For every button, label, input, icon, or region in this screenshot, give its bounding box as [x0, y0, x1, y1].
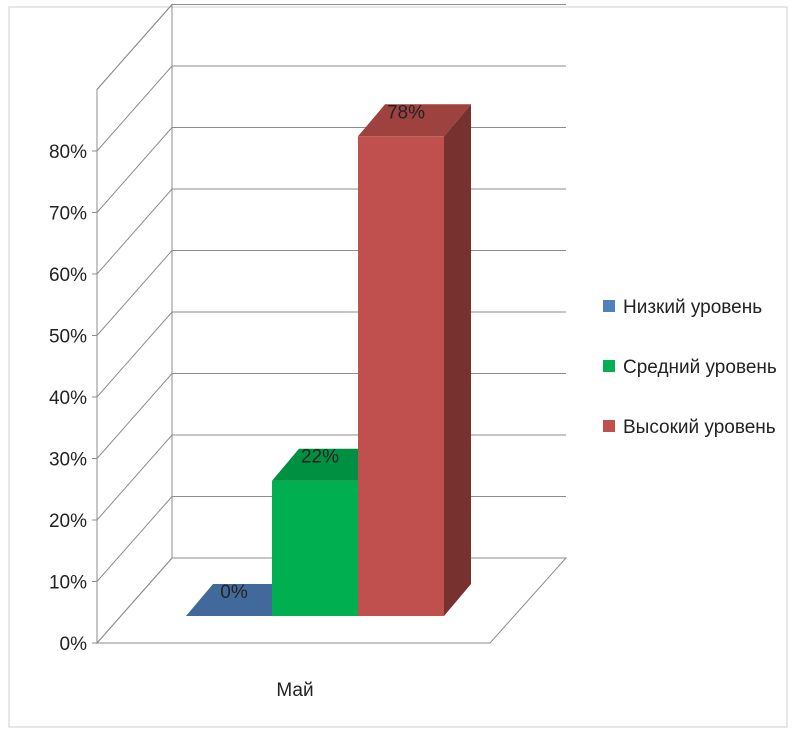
bar-top-face — [358, 104, 471, 137]
legend-swatch — [603, 420, 615, 432]
x-axis-categories: Май — [276, 680, 313, 701]
y-tick-label: 0% — [60, 634, 88, 655]
y-tick-label: 70% — [49, 204, 87, 225]
bar-front-face — [272, 480, 358, 616]
bar-top-face — [186, 584, 299, 616]
bar-1 — [186, 584, 299, 616]
legend: Низкий уровень Средний уровень Высокий уро… — [603, 297, 777, 438]
legend-swatch — [603, 300, 615, 312]
y-tick-label: 50% — [49, 327, 87, 348]
data-label: 22% — [301, 447, 339, 468]
y-tick-label: 10% — [49, 573, 87, 594]
bar-top-face — [272, 448, 385, 481]
gridline — [96, 4, 566, 90]
legend-swatch — [603, 360, 615, 372]
y-axis-ticks: 0% 10% 20% 30% 40% 50% 60% 70% 80% — [49, 142, 97, 655]
chart-floor — [95, 557, 568, 644]
bar-3 — [358, 104, 471, 617]
legend-label: Низкий уровень — [623, 297, 762, 318]
y-tick-label: 80% — [49, 142, 87, 163]
data-labels: 0% 22% 78% — [220, 102, 425, 603]
gridline — [96, 65, 566, 152]
legend-label: Средний уровень — [623, 357, 777, 378]
bar-front-face — [358, 136, 444, 617]
y-tick-label: 60% — [49, 265, 87, 286]
legend-item: Низкий уровень — [603, 297, 762, 318]
legend-item: Высокий уровень — [603, 417, 776, 438]
legend-item: Средний уровень — [603, 357, 777, 378]
y-tick-label: 40% — [49, 388, 87, 409]
category-label: Май — [276, 680, 313, 701]
data-label: 0% — [220, 582, 248, 603]
bar-side-face — [444, 104, 471, 617]
y-tick-label: 20% — [49, 511, 87, 532]
data-label: 78% — [387, 102, 425, 123]
y-tick-label: 30% — [49, 450, 87, 471]
legend-label: Высокий уровень — [623, 417, 776, 438]
bars — [186, 104, 471, 617]
